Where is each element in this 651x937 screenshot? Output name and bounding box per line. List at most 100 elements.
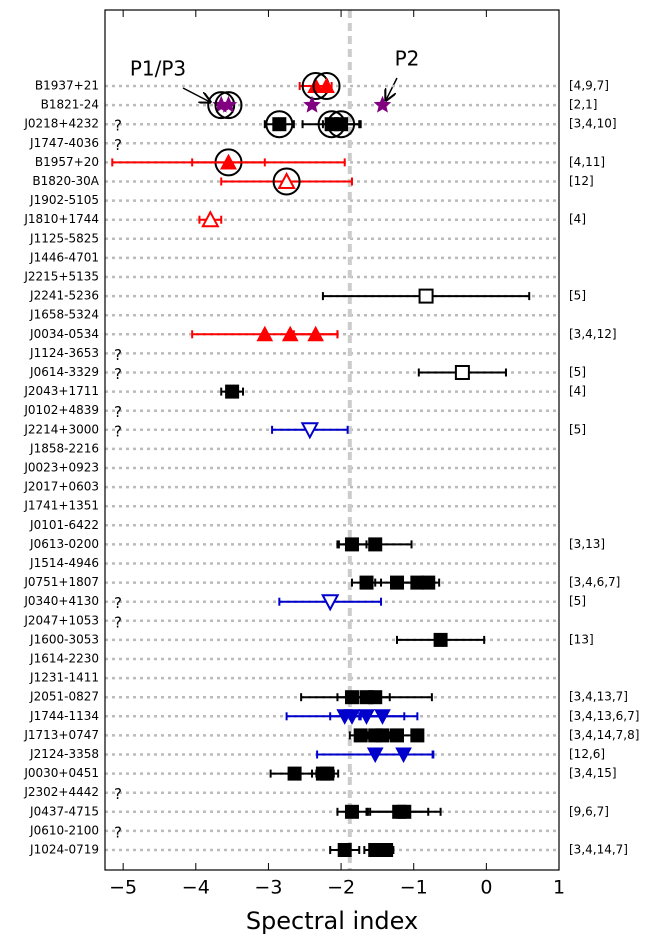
row-flag: ?	[114, 136, 122, 154]
arrow	[182, 87, 210, 102]
row-label: J2214+3000	[23, 422, 99, 436]
marker	[390, 575, 405, 590]
row-refs: [3,4,14,7]	[569, 843, 628, 857]
row-label: J2124-3358	[29, 747, 99, 761]
row-refs: [4,9,7]	[569, 79, 609, 93]
marker	[418, 288, 434, 304]
row-refs: [4]	[569, 384, 586, 398]
row-label: J1124-3653	[29, 346, 99, 360]
row-flag: ?	[114, 346, 122, 364]
marker	[433, 632, 448, 647]
x-tick-label: 0	[480, 877, 492, 899]
marker	[334, 117, 349, 132]
row-label: J1614-2230	[29, 652, 99, 666]
marker-ring	[207, 91, 236, 120]
row-label: J2043+1711	[23, 384, 99, 398]
annotation: P1/P3	[130, 57, 186, 81]
row-flag: ?	[114, 403, 122, 421]
x-tick-label: −1	[400, 877, 428, 899]
row-refs: [5]	[569, 422, 586, 436]
row-label: J1744-1134	[29, 709, 99, 723]
marker	[277, 171, 296, 189]
row-flag: ?	[114, 785, 122, 803]
row-label: J0613-0200	[29, 537, 99, 551]
row-label: J1231-1411	[29, 671, 99, 685]
row-label: B1937+21	[35, 79, 99, 93]
marker	[300, 422, 320, 440]
marker	[225, 384, 240, 399]
row-refs: [3,4,13,7]	[569, 690, 628, 704]
row-label: J0102+4839	[23, 403, 99, 417]
row-label: J1024-0719	[29, 843, 99, 857]
row-label: B1820-30A	[32, 174, 99, 188]
marker	[379, 843, 394, 857]
row-label: J1125-5825	[29, 231, 99, 245]
marker-ring	[272, 167, 301, 196]
row-refs: [5]	[569, 289, 586, 303]
row-refs: [3,4,15]	[569, 766, 617, 780]
marker	[287, 766, 302, 781]
marker-ring	[327, 110, 356, 139]
marker	[303, 95, 321, 113]
row-flag: ?	[114, 594, 122, 612]
row-label: J2215+5135	[23, 270, 99, 284]
row-label: B1821-24	[41, 98, 99, 112]
row-label: J0437-4715	[29, 804, 99, 818]
row-label: J0218+4232	[23, 117, 99, 131]
row-label: J2241-5236	[29, 289, 99, 303]
marker	[256, 325, 274, 342]
marker	[272, 117, 287, 132]
marker	[201, 210, 220, 228]
marker	[344, 804, 359, 819]
x-axis-label: Spectral index	[246, 907, 418, 935]
row-label: J1713+0747	[23, 728, 99, 742]
marker	[219, 95, 238, 113]
row-label: J0101-6422	[29, 518, 99, 532]
row-label: J2302+4442	[23, 785, 99, 799]
marker	[395, 747, 412, 764]
row-label: J1747-4036	[29, 136, 99, 150]
row-label: J0023+0923	[23, 461, 99, 475]
marker	[220, 153, 237, 170]
row-label: J0614-3329	[29, 365, 99, 379]
row-label: J0751+1807	[23, 575, 99, 589]
marker	[321, 594, 340, 612]
marker	[454, 365, 470, 380]
x-tick-label: 1	[553, 877, 565, 899]
x-tick-label: −5	[109, 877, 137, 899]
row-label: J2051-0827	[29, 690, 99, 704]
row-label: J0030+0451	[23, 766, 99, 780]
row-refs: [3,4,12]	[569, 327, 617, 341]
row-refs: [12]	[569, 174, 594, 188]
row-label: B1957+20	[35, 155, 99, 169]
marker	[397, 804, 412, 819]
marker	[374, 709, 391, 725]
x-tick-label: −3	[254, 877, 282, 899]
row-flag: ?	[114, 823, 122, 841]
arrow	[386, 77, 398, 100]
row-label: J1858-2216	[29, 441, 99, 455]
marker	[410, 728, 425, 743]
plot-frame	[104, 9, 560, 871]
row-refs: [9,6,7]	[569, 804, 609, 818]
marker	[307, 325, 324, 342]
row-refs: [13]	[569, 632, 594, 646]
row-label: J0610-2100	[29, 823, 99, 837]
row-flag: ?	[114, 613, 122, 631]
marker-ring	[265, 110, 294, 139]
row-refs: [3,4,14,7,8]	[569, 728, 639, 742]
row-label: J1902-5105	[29, 193, 99, 207]
marker	[337, 843, 352, 857]
x-tick-label: −2	[327, 877, 355, 899]
row-label: J1446-4701	[29, 250, 99, 264]
marker-ring	[214, 91, 243, 120]
marker	[318, 77, 335, 93]
row-label: J1741+1351	[23, 499, 99, 513]
row-refs: [5]	[569, 594, 586, 608]
row-refs: [3,13]	[569, 537, 605, 551]
row-label: J1810+1744	[23, 212, 99, 226]
row-refs: [12,6]	[569, 747, 605, 761]
row-label: J1514-4946	[29, 556, 99, 570]
row-label: J1658-5324	[29, 308, 99, 322]
